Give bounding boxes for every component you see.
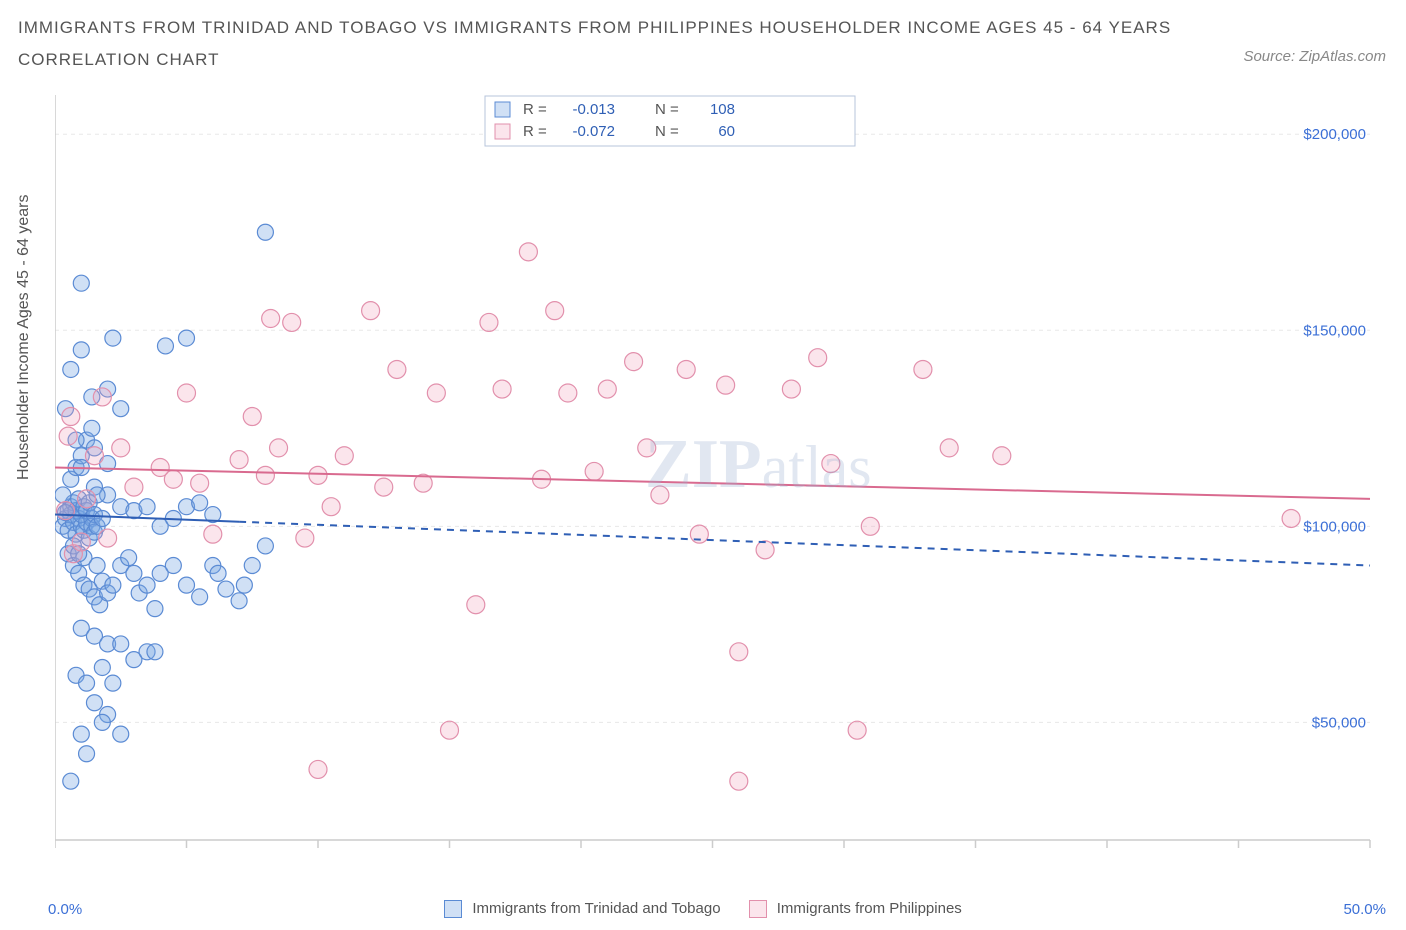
svg-text:$100,000: $100,000: [1303, 518, 1366, 535]
svg-text:N =: N =: [655, 101, 679, 118]
y-axis-label: Householder Income Ages 45 - 64 years: [15, 195, 33, 481]
title-line-1: IMMIGRANTS FROM TRINIDAD AND TOBAGO VS I…: [18, 18, 1171, 37]
chart-svg: $50,000 $100,000 $150,000 $200,000 R = -0.013…: [55, 95, 1385, 865]
swatch-icon: [444, 900, 462, 918]
svg-text:N =: N =: [655, 123, 679, 140]
svg-text:108: 108: [710, 101, 735, 118]
svg-text:R =: R =: [523, 101, 547, 118]
chart-title: IMMIGRANTS FROM TRINIDAD AND TOBAGO VS I…: [18, 12, 1266, 77]
svg-text:$150,000: $150,000: [1303, 322, 1366, 339]
svg-text:R =: R =: [523, 123, 547, 140]
bottom-legend: Immigrants from Trinidad and Tobago Immi…: [0, 900, 1406, 918]
swatch-icon: [749, 900, 767, 918]
source-label: Source: ZipAtlas.com: [1243, 48, 1386, 65]
title-line-2: CORRELATION CHART: [18, 50, 220, 69]
svg-text:60: 60: [718, 123, 735, 140]
legend-item-1: Immigrants from Philippines: [749, 900, 962, 918]
svg-text:$200,000: $200,000: [1303, 126, 1366, 143]
legend-item-0: Immigrants from Trinidad and Tobago: [444, 900, 720, 918]
svg-text:-0.013: -0.013: [572, 101, 615, 118]
legend-label-1: Immigrants from Philippines: [777, 900, 962, 917]
svg-text:$50,000: $50,000: [1312, 714, 1366, 731]
scatter-chart: $50,000 $100,000 $150,000 $200,000 R = -0.013…: [55, 95, 1385, 865]
svg-text:-0.072: -0.072: [572, 123, 615, 140]
legend-label-0: Immigrants from Trinidad and Tobago: [472, 900, 720, 917]
